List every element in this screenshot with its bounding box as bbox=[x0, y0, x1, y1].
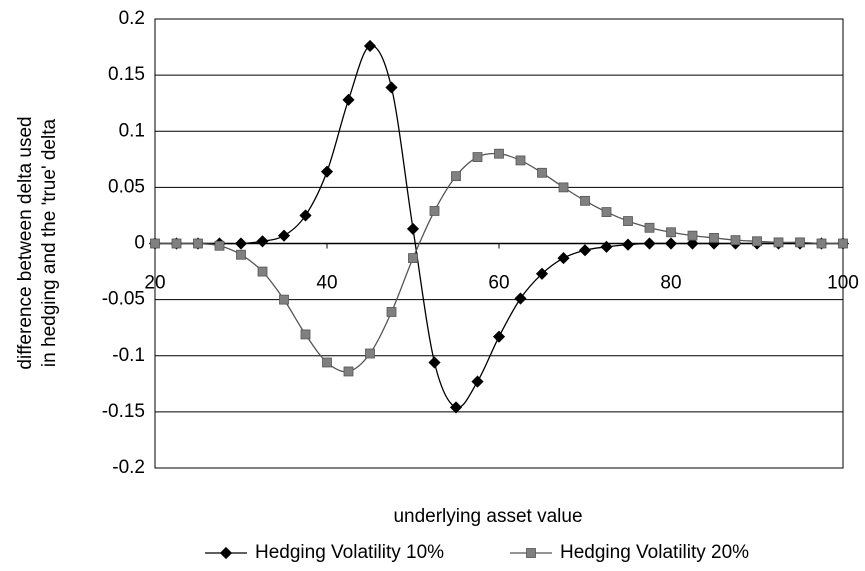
legend-marker bbox=[219, 546, 233, 560]
marker bbox=[471, 375, 484, 388]
y-axis-label: difference between delta used in hedging… bbox=[15, 116, 60, 369]
marker bbox=[687, 230, 698, 241]
marker bbox=[492, 330, 506, 343]
marker bbox=[578, 244, 592, 257]
legend-label: Hedging Volatility 20% bbox=[560, 542, 749, 563]
marker bbox=[342, 93, 355, 106]
marker bbox=[449, 401, 463, 414]
y-tick-label: 0.2 bbox=[119, 8, 145, 29]
marker bbox=[773, 237, 784, 248]
marker bbox=[472, 152, 483, 162]
marker bbox=[277, 229, 291, 242]
marker bbox=[494, 148, 504, 159]
marker bbox=[193, 238, 203, 249]
marker bbox=[558, 182, 569, 193]
y-tick-label: 0.05 bbox=[108, 176, 145, 197]
marker bbox=[234, 237, 248, 250]
marker bbox=[214, 240, 225, 251]
marker bbox=[386, 307, 397, 317]
marker bbox=[299, 209, 312, 222]
marker bbox=[256, 235, 269, 248]
marker bbox=[601, 207, 612, 217]
legend-marker bbox=[526, 548, 536, 558]
marker bbox=[257, 266, 268, 277]
y-axis-label-line: difference between delta used bbox=[15, 116, 36, 369]
x-tick-label: 60 bbox=[488, 273, 509, 294]
y-tick-label: 0 bbox=[134, 233, 145, 254]
marker bbox=[385, 81, 398, 94]
marker bbox=[320, 165, 334, 178]
y-tick-label: 0.1 bbox=[119, 120, 145, 141]
x-axis-label: underlying asset value bbox=[393, 506, 582, 527]
marker bbox=[600, 240, 613, 253]
marker bbox=[795, 237, 805, 248]
marker bbox=[343, 366, 354, 377]
legend-label: Hedging Volatility 10% bbox=[255, 542, 444, 563]
marker bbox=[408, 253, 418, 263]
marker bbox=[279, 294, 289, 305]
marker bbox=[664, 237, 678, 250]
x-tick-label: 80 bbox=[660, 273, 681, 294]
y-tick-label: -0.2 bbox=[112, 457, 145, 478]
marker bbox=[322, 357, 332, 368]
marker bbox=[666, 227, 676, 238]
marker bbox=[621, 238, 635, 251]
marker bbox=[537, 167, 547, 178]
marker bbox=[623, 216, 633, 226]
marker bbox=[363, 39, 377, 53]
marker bbox=[557, 252, 570, 265]
marker bbox=[300, 329, 311, 340]
marker bbox=[643, 237, 656, 250]
x-tick-label: 40 bbox=[316, 273, 337, 294]
marker bbox=[752, 236, 762, 247]
marker bbox=[686, 237, 699, 250]
marker bbox=[514, 292, 527, 305]
marker bbox=[428, 356, 441, 369]
y-tick-label: -0.15 bbox=[102, 401, 145, 422]
y-axis-label-line: in hedging and the 'true' delta bbox=[39, 119, 60, 368]
marker bbox=[644, 222, 655, 233]
marker bbox=[236, 249, 246, 260]
marker bbox=[150, 238, 160, 249]
marker bbox=[535, 267, 549, 280]
marker bbox=[429, 206, 440, 216]
marker bbox=[838, 238, 848, 249]
x-tick-label: 100 bbox=[827, 273, 859, 294]
marker bbox=[365, 348, 375, 359]
series-line bbox=[154, 45, 844, 409]
marker bbox=[451, 171, 461, 182]
marker bbox=[709, 232, 719, 243]
marker bbox=[515, 155, 526, 166]
marker bbox=[171, 238, 182, 249]
marker bbox=[730, 235, 741, 246]
y-tick-label: 0.15 bbox=[108, 64, 145, 85]
x-tick-label: 20 bbox=[144, 273, 165, 294]
marker bbox=[406, 222, 420, 235]
y-tick-label: -0.05 bbox=[102, 289, 145, 310]
marker bbox=[816, 238, 827, 249]
y-tick-label: -0.1 bbox=[112, 345, 145, 366]
marker bbox=[580, 195, 590, 206]
